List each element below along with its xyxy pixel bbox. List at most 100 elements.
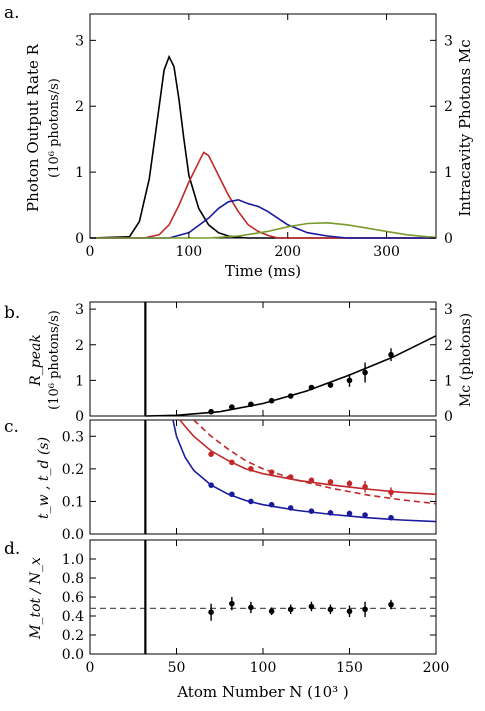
panel-d-ytick-label: 1.0 xyxy=(62,552,84,568)
panel-label-c: c. xyxy=(4,417,19,437)
panel-c-point xyxy=(388,514,394,521)
panel-d-frame xyxy=(89,539,437,655)
panel-b-ylabel-sub: (10⁶ photons/s) xyxy=(47,310,62,410)
panel-a-series-line xyxy=(90,198,436,239)
panel-d-ylabel: M_tot / N_x xyxy=(28,557,44,640)
panel-d-point xyxy=(248,604,254,611)
panel-b-point xyxy=(308,384,315,391)
panel-b-point xyxy=(346,377,353,384)
panel-d-point xyxy=(308,603,315,610)
panel-d-point xyxy=(362,606,368,613)
panel-b-ylabel-right: Mc (photons) xyxy=(458,313,474,407)
panel-c-point xyxy=(362,483,368,490)
panel-d-point xyxy=(327,606,334,613)
panel-d-point xyxy=(346,608,353,615)
panel-c-chart: 0.0 0.1 0.2 0.3 t_w , t_d (s) xyxy=(36,419,437,543)
panel-a-xtick-label: 200 xyxy=(274,244,301,260)
panel-b-point xyxy=(248,401,254,408)
panel-label-b: b. xyxy=(4,303,20,323)
panel-b-point xyxy=(229,404,235,410)
panel-c-point xyxy=(287,505,294,511)
panel-b-point xyxy=(388,351,394,358)
panel-a-xtick-label: 0 xyxy=(86,244,95,260)
panel-a-xtick-label: 100 xyxy=(175,244,202,260)
panel-d-point xyxy=(287,606,294,613)
panel-d-ytick-label: 0.6 xyxy=(62,590,84,606)
panel-c-point xyxy=(208,482,214,488)
panel-b-point xyxy=(268,397,275,404)
panel-b-ytick-right-label: 2 xyxy=(444,338,453,354)
panel-c-ytick-label: 0.0 xyxy=(62,527,84,543)
panel-c-point xyxy=(248,498,254,505)
panel-b-frame xyxy=(89,301,437,417)
panel-b-ytick-label: 1 xyxy=(75,373,84,389)
panel-d-xtick-label: 50 xyxy=(168,660,186,676)
panel-c-plot-area xyxy=(144,420,436,534)
panel-c-point xyxy=(327,510,334,516)
panel-b-ytick-right-label: 0 xyxy=(444,409,453,425)
panel-label-a: a. xyxy=(4,3,20,23)
panel-c-ytick-label: 0.3 xyxy=(62,429,84,445)
panel-c-ytick-label: 0.1 xyxy=(62,494,84,510)
panel-a-ytick-label: 0 xyxy=(75,231,84,247)
panel-a-series-line xyxy=(90,221,437,239)
panel-c-frame xyxy=(89,419,437,535)
panel-c-point xyxy=(229,459,235,466)
panel-c-fit-curve xyxy=(179,420,436,496)
panel-d-xtick-label: 150 xyxy=(336,660,363,676)
panel-b-point xyxy=(287,393,294,399)
panel-c-point xyxy=(308,508,315,514)
panel-a-ytick-right-label: 1 xyxy=(444,165,453,181)
panel-d-ytick-label: 0.0 xyxy=(62,647,84,663)
panel-c-fit-curve xyxy=(193,420,436,505)
panel-c-point xyxy=(268,501,275,508)
panel-a-ytick-right-label: 0 xyxy=(444,231,453,247)
panel-d-point xyxy=(208,609,214,615)
panel-a-ylabel: Photon Output Rate R xyxy=(24,43,42,212)
panel-b-ytick-label: 3 xyxy=(75,302,84,318)
panel-a-series-line xyxy=(90,151,436,239)
panel-b-ytick-right-label: 3 xyxy=(444,302,453,318)
panel-c-fit-curve xyxy=(172,420,436,523)
panel-b-point xyxy=(327,382,334,388)
panel-d-point xyxy=(388,601,394,608)
panel-c-point xyxy=(346,480,353,487)
panel-c-point xyxy=(362,512,368,518)
panel-a-ytick-right-label: 3 xyxy=(444,33,453,49)
panel-a-ytick-right-label: 2 xyxy=(444,99,453,115)
panel-d-xtick-label: 0 xyxy=(86,660,95,676)
panel-c-point xyxy=(327,479,334,485)
panel-a-xlabel: Time (ms) xyxy=(225,262,301,280)
panel-a-ylabel-right: Intracavity Photons Mc xyxy=(456,39,474,216)
panel-a-ylabel-sub: (10⁶ photons/s) xyxy=(47,78,62,178)
panel-a-ytick-label: 1 xyxy=(75,165,84,181)
panel-a-xtick-label: 300 xyxy=(373,244,400,260)
panel-d-point xyxy=(268,608,275,615)
panel-d-point xyxy=(229,600,235,607)
panel-c-point xyxy=(208,451,214,458)
panel-c-point xyxy=(229,491,235,498)
panel-d-chart: 0.0 0.2 0.4 0.6 0.8 1.0 0 50 100 150 200 M_tot / N… xyxy=(28,539,450,701)
panel-d-ytick-label: 0.4 xyxy=(62,609,84,625)
panel-a-chart: 0 1 2 3 0 1 2 3 0 100 200 300 Time (ms) Photon Outp… xyxy=(24,13,474,280)
panel-c-point xyxy=(308,477,315,484)
panel-b-point xyxy=(362,369,368,376)
panel-c-point xyxy=(248,466,254,472)
panel-c-ytick-label: 0.2 xyxy=(62,462,84,478)
panel-b-ylabel: R_peak xyxy=(28,334,44,387)
panel-c-point xyxy=(346,510,353,517)
panel-a-series-line xyxy=(89,54,436,239)
panel-d-ytick-label: 0.8 xyxy=(62,571,84,587)
panel-c-ylabel: t_w , t_d (s) xyxy=(36,437,52,519)
panel-b-ytick-label: 2 xyxy=(75,338,84,354)
panel-d-ytick-label: 0.2 xyxy=(62,628,84,644)
panel-b-fit-curve xyxy=(145,335,437,417)
panel-d-xtick-label: 100 xyxy=(250,660,277,676)
panel-b-ytick-label: 0 xyxy=(75,409,84,425)
panel-d-xlabel: Atom Number N (10³ ) xyxy=(176,683,349,701)
panel-b-chart: 0 1 2 3 0 1 2 3 R_peak (10⁶ photons/s) Mc (phot… xyxy=(28,301,474,425)
panel-a-ytick-label: 3 xyxy=(75,33,84,49)
panel-c-point xyxy=(388,489,394,496)
panel-d-xtick-label: 200 xyxy=(423,660,450,676)
